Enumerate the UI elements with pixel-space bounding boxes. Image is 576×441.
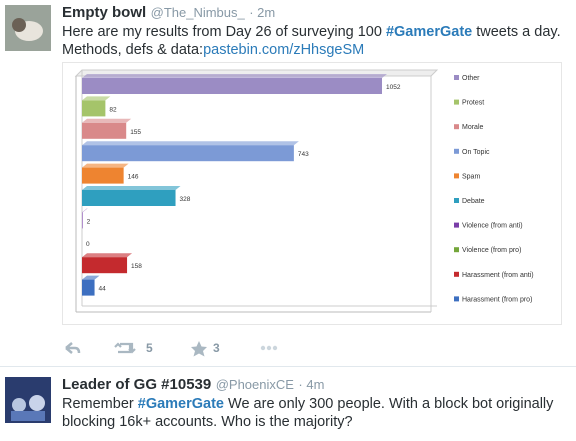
favorite-count: 3 — [213, 341, 220, 355]
data-label: 1052 — [386, 84, 401, 91]
tweet-text: Remember #GamerGate We are only 300 peop… — [62, 396, 553, 412]
tweet-text: blocking 16k+ accounts. Who is the major… — [62, 414, 353, 430]
legend-swatch — [454, 99, 459, 105]
user-name[interactable]: Leader of GG #10539 — [62, 376, 212, 393]
bar — [82, 78, 382, 94]
data-label: 44 — [99, 286, 107, 293]
tweet-text: Methods, defs & data:pastebin.com/zHhsge… — [62, 42, 364, 58]
legend-swatch — [454, 148, 459, 154]
bar — [82, 167, 124, 184]
legend-swatch — [454, 75, 459, 80]
legend-swatch — [454, 173, 459, 179]
data-label: 328 — [180, 196, 191, 203]
legend-swatch — [454, 124, 459, 130]
text: blocking 16k+ accounts. Who is the major… — [62, 414, 353, 430]
legend-label: Harassment (from anti) — [462, 272, 534, 279]
legend-swatch — [454, 296, 459, 302]
legend-label: Violence (from pro) — [462, 247, 521, 254]
data-label: 158 — [131, 263, 142, 270]
legend-swatch — [454, 198, 459, 203]
legend-label: Other — [462, 75, 480, 82]
legend-label: On Topic — [462, 149, 490, 156]
actions — [65, 341, 278, 357]
time[interactable]: · 4m — [298, 377, 325, 392]
legend-label: Morale — [462, 124, 484, 131]
data-label: 146 — [128, 174, 139, 181]
avatar[interactable] — [5, 5, 51, 51]
retweet-icon[interactable] — [114, 342, 136, 354]
bar-top — [82, 253, 133, 258]
bar-top — [82, 141, 299, 146]
bar — [82, 100, 106, 117]
data-label: 2 — [87, 218, 91, 225]
reply-icon[interactable] — [65, 342, 81, 354]
retweet-count: 5 — [146, 341, 153, 355]
text: tweets a day. — [472, 24, 561, 40]
bar-top — [82, 186, 181, 190]
hashtag[interactable]: #GamerGate — [137, 396, 224, 412]
text: We are only 300 people. With a block bot… — [224, 396, 554, 412]
text: Here are my results from Day 26 of surve… — [62, 24, 386, 40]
divider — [0, 366, 576, 367]
legend-swatch — [454, 271, 459, 277]
handle[interactable]: @PhoenixCE — [215, 377, 294, 392]
bar — [82, 212, 83, 229]
bar — [82, 279, 95, 296]
favorite-icon[interactable] — [191, 341, 207, 357]
legend-swatch — [454, 222, 459, 228]
text: Methods, defs & data: — [62, 42, 204, 58]
bar-top — [82, 118, 132, 123]
link[interactable]: pastebin.com/zHhsgeSM — [203, 42, 365, 58]
bar-top — [82, 208, 88, 213]
tweet-text: Here are my results from Day 26 of surve… — [62, 24, 561, 40]
bar-top — [82, 74, 387, 78]
data-label: 0 — [86, 241, 90, 248]
text: Remember — [62, 396, 138, 412]
chart-image[interactable]: 1052 Other 82 Protest 155 Morale 743 On Topic 14… — [62, 62, 562, 325]
legend-label: Harassment (from pro) — [462, 296, 532, 303]
legend-label: Debate — [462, 198, 485, 205]
hashtag[interactable]: #GamerGate — [385, 24, 473, 40]
legend-label: Spam — [462, 173, 480, 180]
bar — [82, 145, 294, 162]
user-name[interactable]: Empty bowl — [62, 4, 147, 21]
legend-label: Protest — [462, 100, 484, 107]
handle[interactable]: @The_Nimbus_ — [150, 5, 245, 20]
data-label: 82 — [109, 106, 117, 113]
bar-top — [82, 163, 129, 168]
data-label: 155 — [130, 129, 141, 136]
bar-top — [82, 275, 100, 280]
time[interactable]: · 2m — [249, 5, 276, 20]
bar-top — [82, 96, 111, 101]
avatar[interactable] — [5, 377, 51, 423]
legend-swatch — [454, 247, 459, 253]
bar — [82, 122, 127, 139]
bar — [82, 257, 128, 274]
bar — [82, 190, 176, 206]
data-label: 743 — [298, 151, 309, 158]
legend-label: Violence (from anti) — [462, 223, 523, 230]
more-icon[interactable] — [260, 345, 278, 351]
